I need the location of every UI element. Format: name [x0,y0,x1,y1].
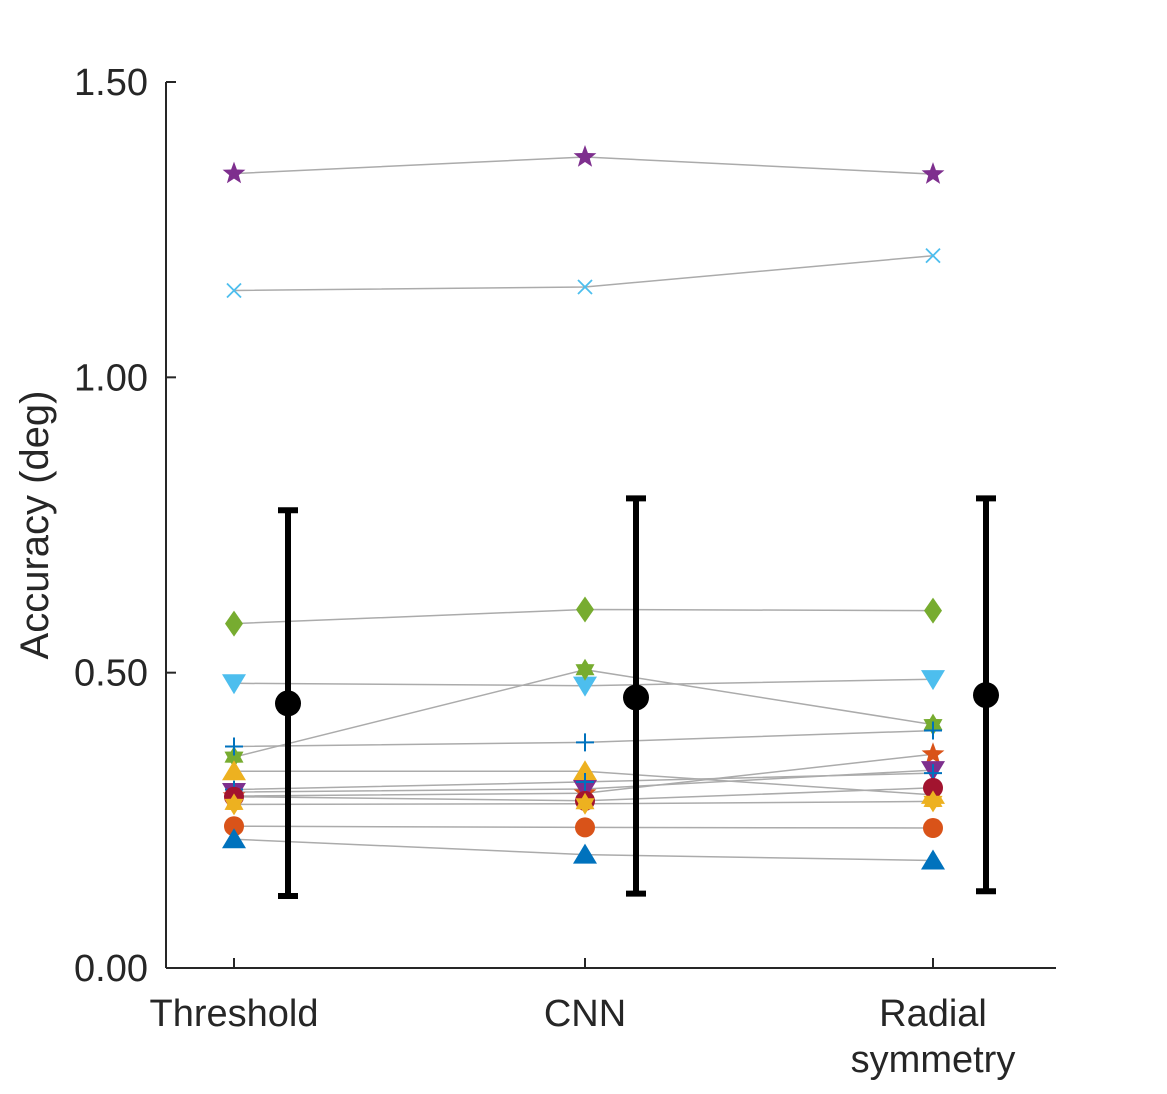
data-point [224,816,244,837]
axes [165,82,1056,969]
data-point [576,772,594,791]
data-point [921,742,945,764]
data-point [222,161,246,184]
x-tick-label: CNN [544,993,626,1035]
data-point [224,746,244,769]
data-point [573,145,597,167]
data-point [576,733,594,752]
data-point [222,760,246,781]
data-point [575,792,595,815]
data-point [224,793,244,816]
mean-marker [623,684,649,711]
data-markers [222,145,945,870]
connecting-lines [233,156,934,862]
data-point [222,674,246,695]
data-point [923,818,943,839]
data-point [921,670,945,691]
x-tick-label: Radial [879,993,987,1035]
data-point [576,596,594,623]
data-point [225,737,243,756]
data-point [925,248,941,264]
y-tick-label: 1.50 [74,62,148,104]
mean-marker [275,690,301,717]
data-point [924,721,942,740]
data-point [577,279,593,295]
y-tick-label: 1.00 [74,357,148,399]
data-point [575,658,595,681]
x-tick-label: Threshold [150,993,319,1035]
series-line [233,729,934,748]
data-point [575,817,595,838]
data-point [924,597,942,624]
data-point [226,282,242,299]
data-point [921,162,945,184]
data-point [921,849,945,870]
data-point [222,828,246,849]
data-point [225,610,243,637]
y-tick-label: 0.00 [74,948,148,990]
y-axis-title: Accuracy (deg) [13,391,57,660]
data-point [923,777,943,798]
data-point [573,760,597,781]
y-ticks: 0.00 0.50 1.00 1.50 [74,62,176,990]
summary-markers [275,495,999,899]
mean-marker [973,682,999,709]
y-tick-label: 0.50 [74,653,148,695]
x-tick-label: symmetry [851,1039,1016,1081]
data-point [573,676,597,697]
data-point [923,790,943,813]
data-point [573,843,597,864]
